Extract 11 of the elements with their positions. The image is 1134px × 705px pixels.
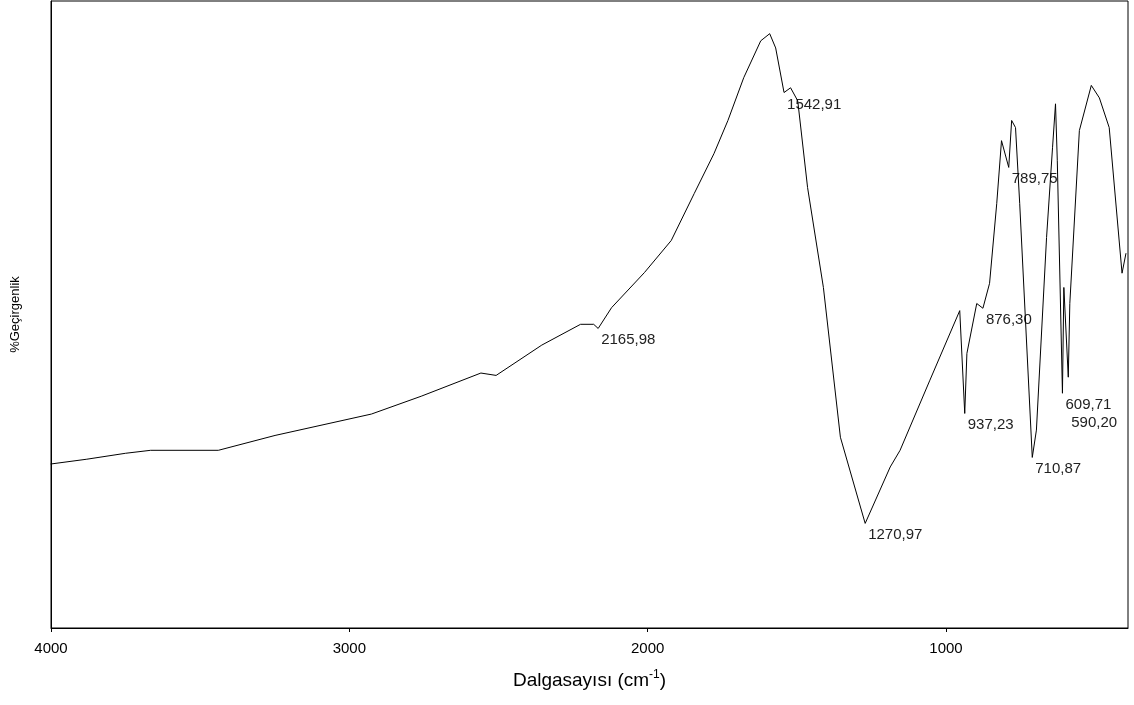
x-tick-label: 4000 <box>34 639 68 656</box>
annotation: 710,87 <box>1035 459 1082 477</box>
x-tick-label: 1000 <box>929 639 963 656</box>
y-axis-title: %Geçirgenlik <box>7 275 22 353</box>
annotation: 1270,97 <box>868 525 923 543</box>
annotation: 2165,98 <box>601 330 656 348</box>
annotation: 937,23 <box>967 415 1014 433</box>
annotation: 609,71 <box>1065 395 1112 413</box>
x-tick-label: 2000 <box>630 639 665 656</box>
annotation: 590,20 <box>1071 413 1118 431</box>
x-tick-label: 3000 <box>332 639 367 656</box>
